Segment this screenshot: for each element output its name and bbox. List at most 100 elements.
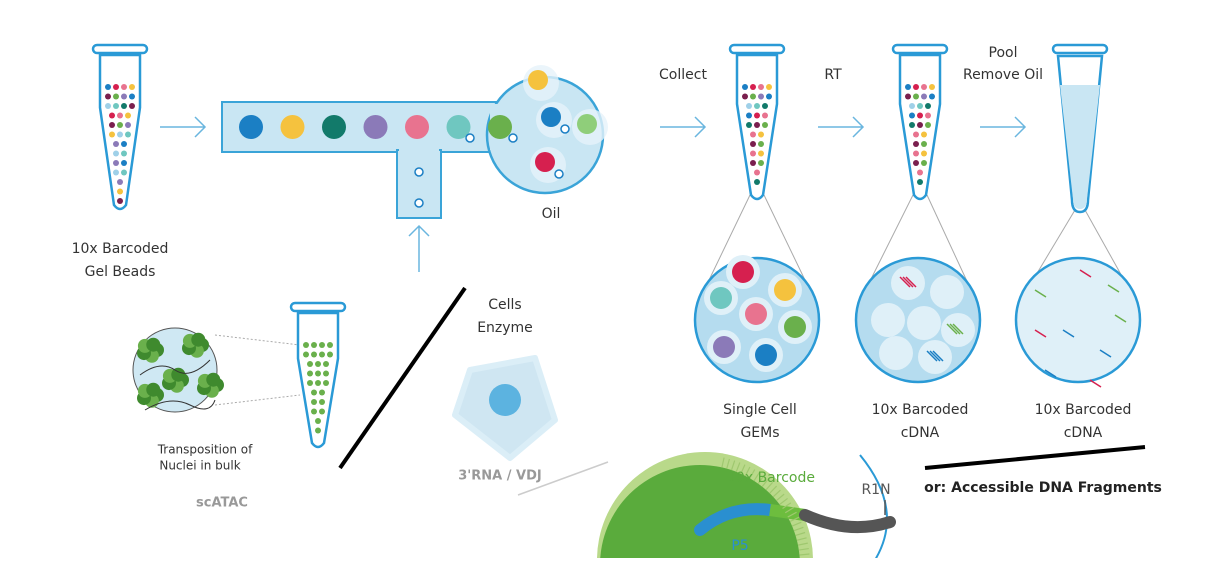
nucleus-blob <box>171 367 186 382</box>
bead-dot <box>921 131 927 138</box>
bead-dot <box>319 389 325 396</box>
bead-oligo-tick <box>749 469 756 479</box>
cell <box>465 133 475 143</box>
droplet <box>871 303 905 337</box>
bead-dot <box>758 150 764 157</box>
bead-dot <box>311 351 317 358</box>
bead-dot <box>754 103 760 109</box>
bead-dot <box>319 399 325 405</box>
bead-dot <box>742 93 748 100</box>
nucleus-blob <box>191 332 206 347</box>
bead-oligo-tick <box>757 475 765 485</box>
cdna-strand <box>1079 269 1092 278</box>
cell <box>414 167 424 177</box>
bead-dot <box>303 342 309 348</box>
nucleus-blob <box>206 372 221 387</box>
oligo-label: P5 <box>731 538 748 554</box>
bead-dot <box>762 103 768 109</box>
decoration <box>214 334 301 346</box>
oligo-label: R1N <box>861 482 890 498</box>
divider <box>517 461 609 496</box>
bead-dot <box>311 408 317 415</box>
bead-dot <box>925 112 931 119</box>
droplet <box>907 306 941 340</box>
section-label: 3'RNA / VDJ <box>458 469 541 484</box>
gem-bead <box>784 316 806 338</box>
cdna-strand <box>899 276 911 288</box>
bead-oligo-tick <box>735 462 741 473</box>
gem-bead <box>528 70 548 90</box>
bead-oligo-tick <box>791 521 802 527</box>
gem-bead <box>732 261 754 283</box>
bead-dot <box>929 93 935 100</box>
step-label: Collect <box>659 67 707 83</box>
bead-oligo-tick <box>753 472 760 482</box>
bead-dot <box>307 380 313 386</box>
oligo-p5 <box>694 503 776 536</box>
droplet <box>930 275 964 309</box>
bead-oligo-tick <box>765 481 774 491</box>
channel-bead <box>363 115 388 139</box>
bead-oligo-tick <box>779 497 788 505</box>
cdna-strand <box>926 350 938 362</box>
cdna-strand <box>929 350 941 362</box>
bead-dot <box>117 112 123 119</box>
bead-dot <box>125 112 131 119</box>
bead-dot <box>758 160 764 166</box>
bead-detail <box>597 452 896 558</box>
bead-dot <box>117 131 123 138</box>
bead-oligo-tick <box>784 506 795 514</box>
bead-dot <box>754 179 760 185</box>
nucleus-blob <box>146 337 161 352</box>
zoom-label: cDNA <box>1064 425 1103 441</box>
zoom-label: Single Cell <box>723 402 797 418</box>
step-label: Pool <box>989 45 1018 61</box>
bead-dot <box>319 351 325 358</box>
bead-oligo-tick <box>798 547 809 551</box>
arrow <box>408 224 430 272</box>
bead-dot <box>323 370 329 377</box>
bead-dot <box>113 160 119 166</box>
cdna-strand <box>946 323 958 335</box>
channel <box>396 149 442 219</box>
section-label: scATAC <box>196 496 248 511</box>
channel-bead <box>488 115 512 139</box>
bead-dot <box>327 351 333 358</box>
bead-oligo-tick <box>772 489 781 498</box>
bead-dot <box>113 141 119 147</box>
tube-cap <box>1051 43 1109 55</box>
bead-oligo-tick <box>797 542 808 546</box>
step-label: RT <box>824 67 842 83</box>
bead-dot <box>113 169 119 176</box>
bead-dot <box>121 93 127 100</box>
zoom-label: cDNA <box>901 425 940 441</box>
bead-dot <box>323 380 329 386</box>
bead-dot <box>121 150 127 157</box>
cell <box>560 124 570 134</box>
bead-dot <box>921 141 927 147</box>
bead-dot <box>929 84 935 90</box>
bead-dot <box>750 93 756 100</box>
bead-edge <box>859 454 888 558</box>
bead-oligo-tick <box>793 526 804 532</box>
caption: Nuclei in bulk <box>159 459 240 473</box>
bead-dot <box>315 380 321 386</box>
bead-dot <box>121 103 127 109</box>
bead-dot <box>758 93 764 100</box>
bead-dot <box>762 122 768 128</box>
bead-dot <box>746 103 752 109</box>
cell <box>508 133 518 143</box>
bead-dot <box>917 179 923 185</box>
cdna-strand <box>902 276 914 288</box>
bead-dot <box>917 122 923 128</box>
bead-dot <box>315 361 321 367</box>
divider <box>338 286 467 470</box>
bead-dot <box>905 93 911 100</box>
bead-dot <box>117 198 123 204</box>
zoom-label: 10x Barcoded <box>872 402 969 418</box>
bead-oligo-tick <box>776 493 785 502</box>
bead-dot <box>117 179 123 185</box>
tube-cap <box>289 301 347 313</box>
bead-dot <box>909 122 915 128</box>
